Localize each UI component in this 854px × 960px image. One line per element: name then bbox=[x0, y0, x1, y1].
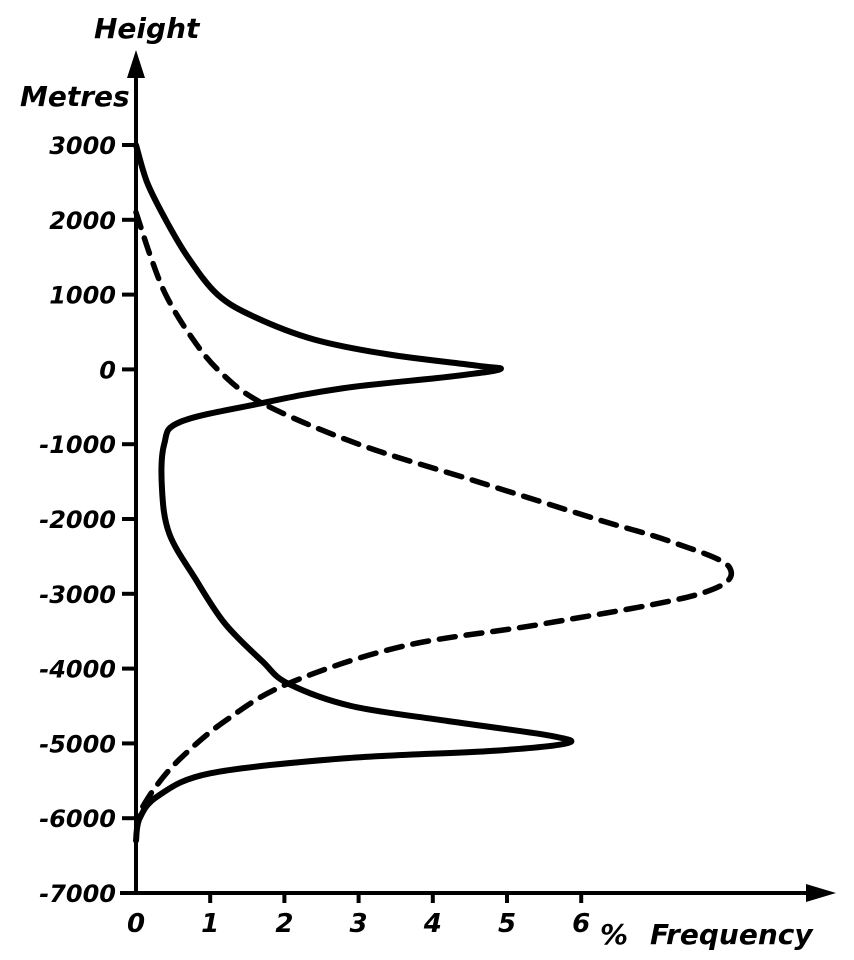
y-tick-label: 2000 bbox=[49, 207, 116, 235]
y-axis-ticks: 3000 2000 1000 0 -1000 -2000 -3000 -4000 -5000 -6… bbox=[39, 132, 136, 908]
x-tick-label: 1 bbox=[201, 909, 219, 939]
x-axis-arrow-icon bbox=[806, 884, 836, 902]
y-tick-label: -4000 bbox=[39, 656, 116, 684]
y-tick-label: -3000 bbox=[39, 581, 116, 609]
y-tick-label: 0 bbox=[99, 356, 116, 384]
x-tick-label: 4 bbox=[423, 909, 442, 939]
x-tick-label: 3 bbox=[350, 909, 368, 939]
x-axis bbox=[120, 884, 836, 902]
y-tick-label: -7000 bbox=[39, 880, 116, 908]
x-tick-label: 0 bbox=[127, 909, 145, 939]
series-dashed-curve bbox=[133, 209, 735, 821]
y-axis-title: Height bbox=[94, 12, 201, 45]
y-tick-label: -6000 bbox=[39, 805, 116, 833]
y-tick-label: 3000 bbox=[49, 132, 116, 160]
x-axis-pct-symbol: % bbox=[600, 918, 628, 951]
y-tick-label: -5000 bbox=[39, 730, 116, 758]
series-solid-curve bbox=[133, 142, 575, 844]
y-axis-arrow-icon bbox=[127, 50, 145, 78]
x-tick-label: 6 bbox=[572, 909, 590, 939]
x-tick-label: 5 bbox=[498, 909, 516, 939]
y-tick-label: -1000 bbox=[39, 431, 116, 459]
x-tick-label: 2 bbox=[275, 909, 293, 939]
y-tick-label: -2000 bbox=[39, 506, 116, 534]
y-axis-unit: Metres bbox=[20, 80, 130, 113]
x-axis-title: Frequency bbox=[650, 918, 814, 951]
y-tick-label: 1000 bbox=[49, 282, 116, 310]
x-axis-ticks: 0 1 2 3 4 5 6 bbox=[127, 893, 590, 939]
y-axis bbox=[127, 50, 145, 893]
